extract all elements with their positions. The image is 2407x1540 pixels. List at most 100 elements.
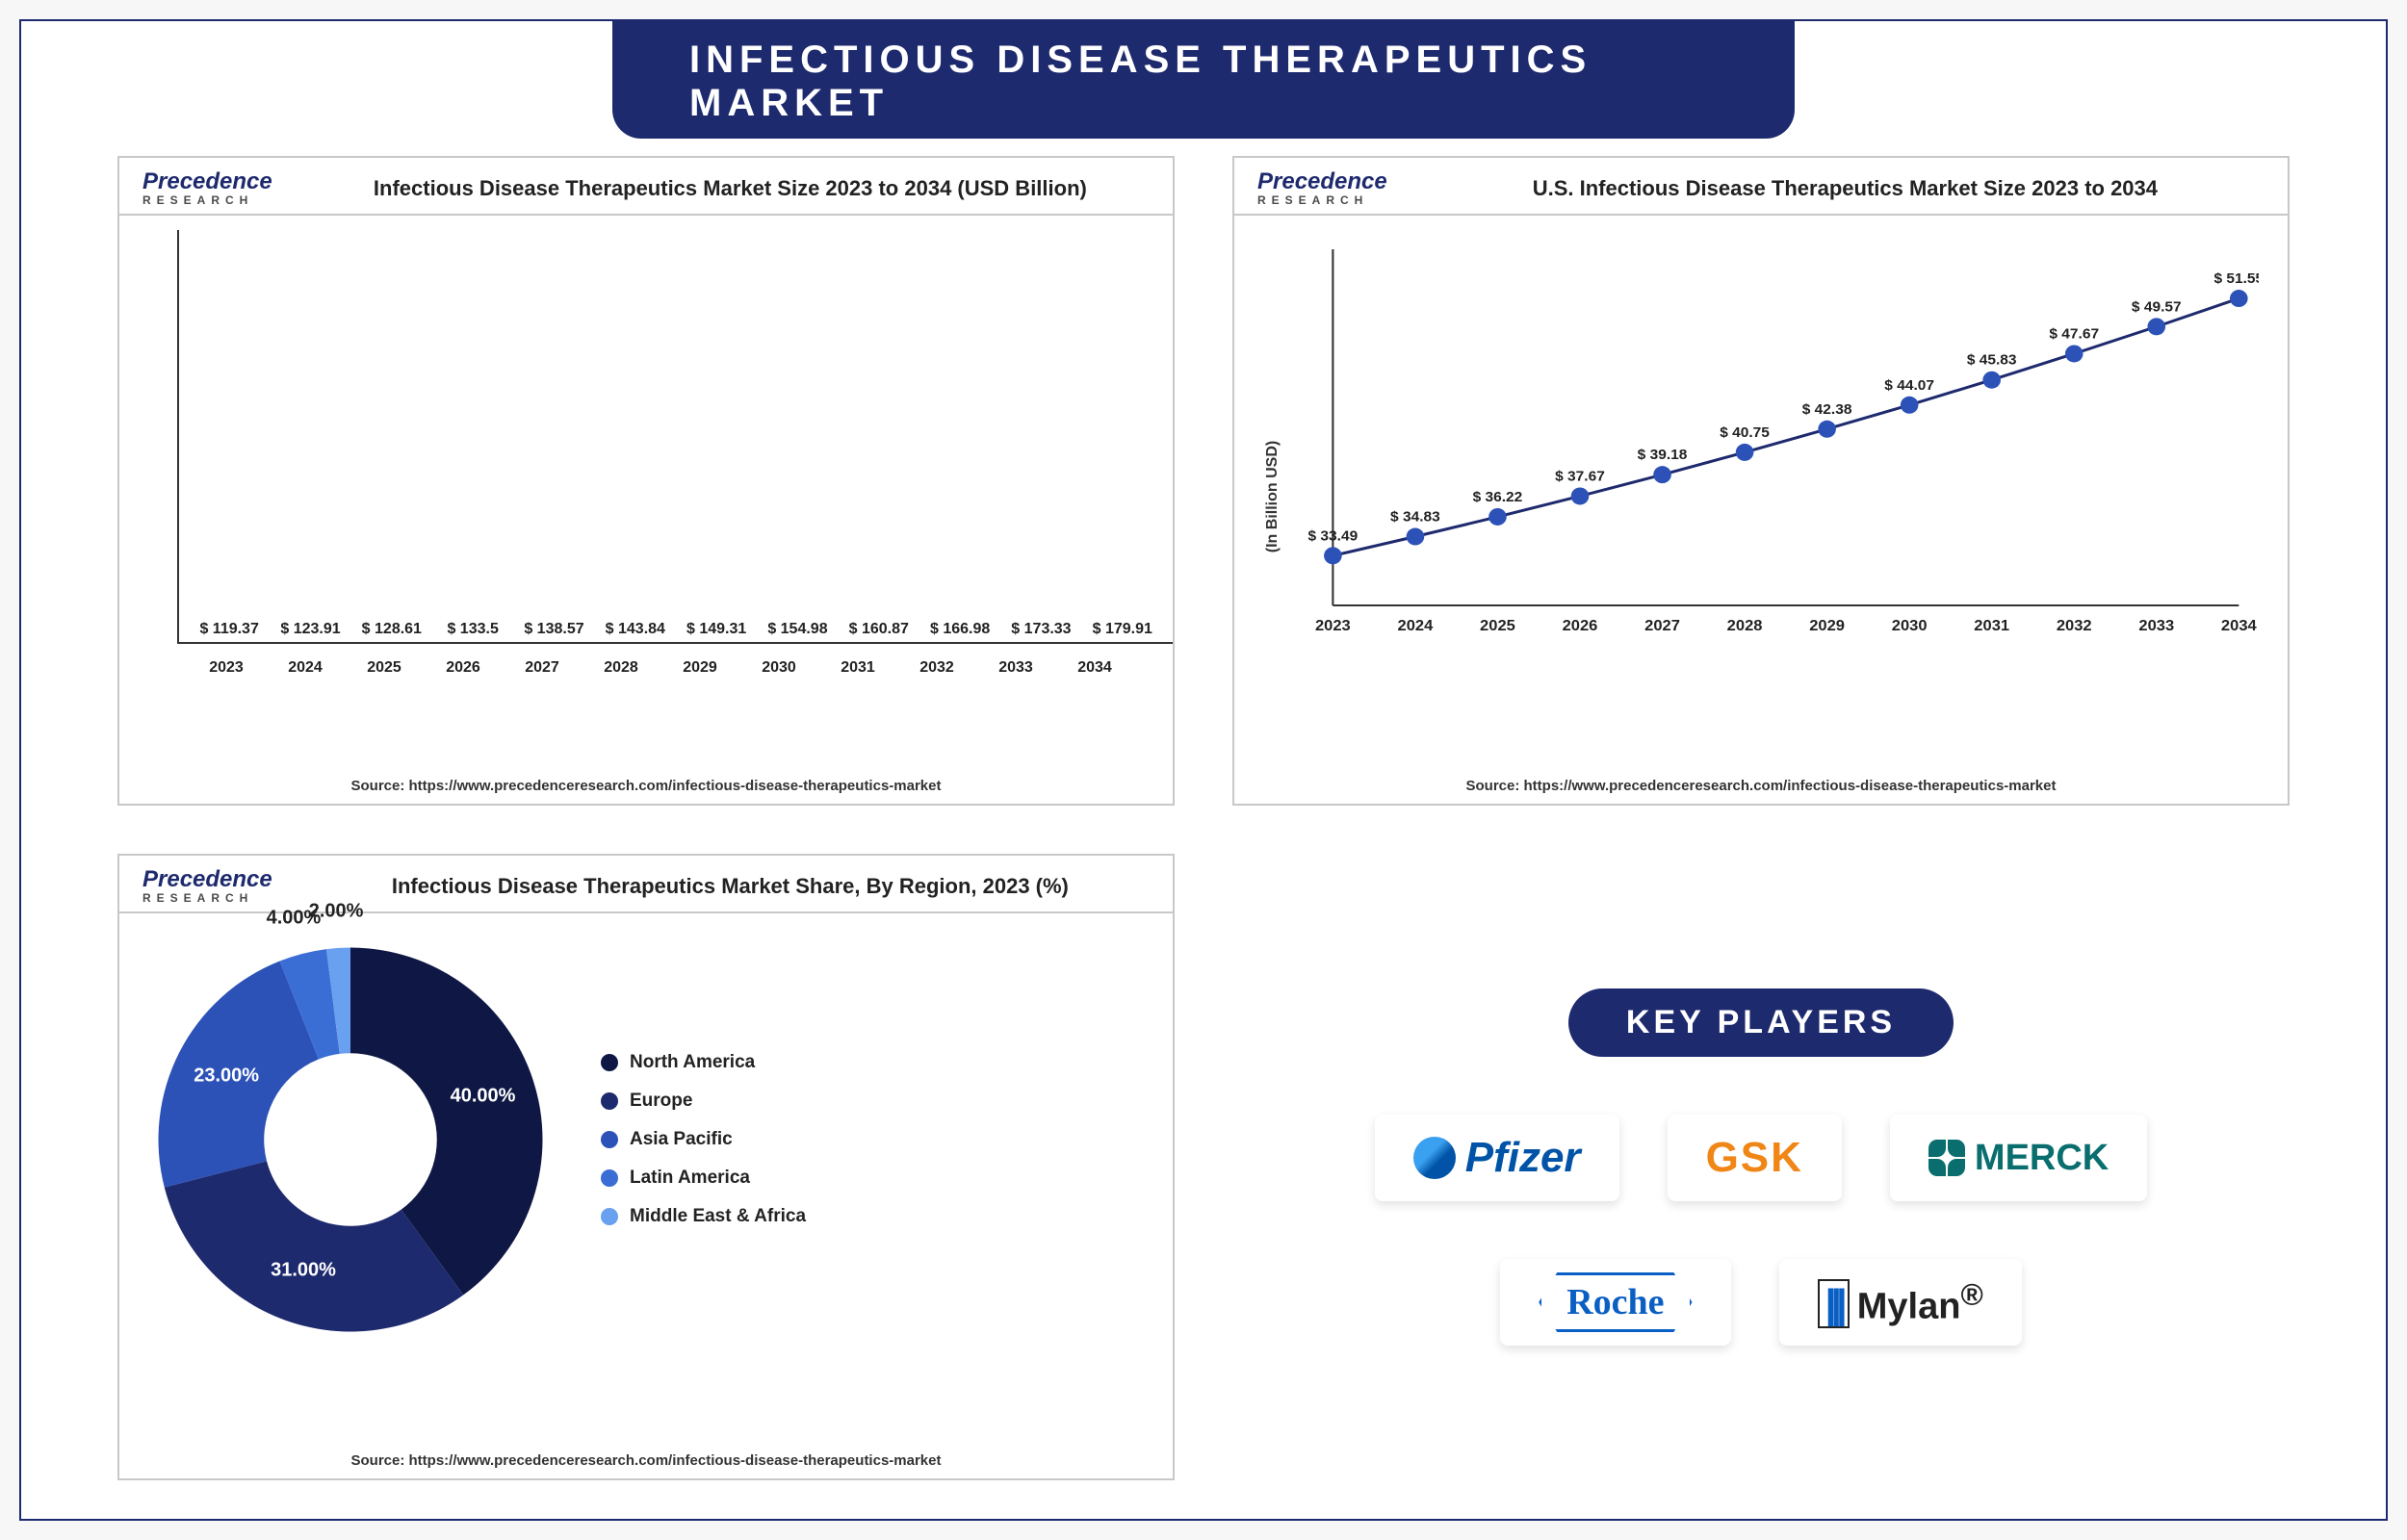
line-x-label: 2030 xyxy=(1892,617,1928,634)
legend-label: Asia Pacific xyxy=(630,1129,733,1150)
line-chart-title: U.S. Infectious Disease Therapeutics Mar… xyxy=(1426,176,2265,201)
brand-logo: Precedence RESEARCH xyxy=(142,867,272,906)
donut-chart-body: 40.00%31.00%23.00%4.00%2.00% North Ameri… xyxy=(119,913,1173,1452)
bar-plot-area: $ 119.37 $ 123.91 $ 128.61 $ 133.5 $ 138… xyxy=(177,230,1173,644)
company-logo-roche: Roche xyxy=(1500,1259,1730,1346)
line-value-label: $ 34.83 xyxy=(1390,508,1440,525)
bar-x-axis: 2023202420252026202720282029203020312032… xyxy=(177,654,1144,677)
bar-chart-body: $ 119.37 $ 123.91 $ 128.61 $ 133.5 $ 138… xyxy=(119,216,1173,778)
line-value-label: $ 33.49 xyxy=(1308,527,1359,544)
legend-swatch xyxy=(601,1054,618,1071)
legend-item: North America xyxy=(601,1052,806,1073)
line-value-label: $ 49.57 xyxy=(2132,298,2182,315)
legend-item: Latin America xyxy=(601,1168,806,1189)
legend-swatch xyxy=(601,1131,618,1148)
legend-swatch xyxy=(601,1169,618,1187)
donut-chart-header: Precedence RESEARCH Infectious Disease T… xyxy=(119,856,1173,913)
line-x-label: 2024 xyxy=(1398,617,1434,634)
legend-swatch xyxy=(601,1208,618,1225)
bar-x-label: 2031 xyxy=(818,659,897,677)
bar-value-label: $ 179.91 xyxy=(1093,621,1152,638)
merck-quad-icon xyxy=(1928,1140,1965,1176)
legend-item: Middle East & Africa xyxy=(601,1206,806,1227)
brand-logo: Precedence RESEARCH xyxy=(142,169,272,208)
line-chart-card: Precedence RESEARCH U.S. Infectious Dise… xyxy=(1232,156,2290,806)
company-name: MERCK xyxy=(1975,1138,2109,1179)
brand-name: Precedence xyxy=(142,866,272,892)
legend-label: Latin America xyxy=(630,1168,750,1189)
line-value-label: $ 45.83 xyxy=(1967,352,2017,369)
line-x-label: 2023 xyxy=(1315,617,1351,634)
bar-col: $ 143.84 xyxy=(595,621,676,642)
mylan-bars-icon: ||| xyxy=(1818,1279,1850,1328)
donut-chart-title: Infectious Disease Therapeutics Market S… xyxy=(311,874,1150,899)
line-x-label: 2031 xyxy=(1974,617,2009,634)
line-value-label: $ 37.67 xyxy=(1555,468,1605,484)
bar-x-label: 2034 xyxy=(1055,659,1134,677)
line-chart-header: Precedence RESEARCH U.S. Infectious Dise… xyxy=(1234,158,2288,216)
donut-chart-source: Source: https://www.precedenceresearch.c… xyxy=(119,1452,1173,1478)
bar-value-label: $ 119.37 xyxy=(199,621,258,638)
brand-logo: Precedence RESEARCH xyxy=(1257,169,1387,208)
company-name: Pfizer xyxy=(1465,1134,1581,1182)
bar-value-label: $ 149.31 xyxy=(686,621,746,638)
bar-x-label: 2025 xyxy=(345,659,424,677)
company-logo-merck: MERCK xyxy=(1890,1115,2147,1201)
key-players-badge: KEY PLAYERS xyxy=(1568,988,1954,1057)
bar-x-label: 2026 xyxy=(424,659,503,677)
bar-col: $ 154.98 xyxy=(757,621,838,642)
company-logo-mylan: |||Mylan® xyxy=(1779,1259,2022,1346)
company-logo-gsk: GSK xyxy=(1668,1115,1842,1201)
page-title: INFECTIOUS DISEASE THERAPEUTICS MARKET xyxy=(612,21,1795,139)
bar-x-label: 2028 xyxy=(582,659,660,677)
pfizer-swirl-icon xyxy=(1413,1137,1456,1179)
donut-segment xyxy=(165,1161,463,1331)
bar-x-label: 2030 xyxy=(739,659,818,677)
donut-segment-label: 40.00% xyxy=(451,1085,516,1107)
brand-name: Precedence xyxy=(142,168,272,194)
key-players-row-1: Pfizer GSK MERCK xyxy=(1375,1115,2148,1201)
bar-chart-card: Precedence RESEARCH Infectious Disease T… xyxy=(117,156,1175,806)
donut-ring: 40.00%31.00%23.00%4.00%2.00% xyxy=(148,937,553,1342)
bar-col: $ 123.91 xyxy=(270,621,350,642)
line-value-label: $ 36.22 xyxy=(1473,489,1523,505)
donut-legend: North America Europe Asia Pacific Latin … xyxy=(601,1052,806,1227)
line-chart-body: (In Billion USD) $ 33.492023$ 34.832024$… xyxy=(1234,216,2288,778)
company-logo-pfizer: Pfizer xyxy=(1375,1115,1619,1201)
line-value-label: $ 42.38 xyxy=(1802,401,1852,418)
bar-x-label: 2033 xyxy=(976,659,1055,677)
line-x-label: 2025 xyxy=(1480,617,1515,634)
bar-col: $ 149.31 xyxy=(676,621,757,642)
line-x-label: 2033 xyxy=(2138,617,2174,634)
brand-name: Precedence xyxy=(1257,168,1387,194)
line-chart-source: Source: https://www.precedenceresearch.c… xyxy=(1234,778,2288,804)
line-plot-area: $ 33.49 2023 $ 34.83 2024 $ 36.22 2025 $ 37.67… xyxy=(1263,230,2259,654)
line-value-label: $ 40.75 xyxy=(1720,424,1770,441)
bar-col: $ 138.57 xyxy=(513,621,594,642)
donut-layout: 40.00%31.00%23.00%4.00%2.00% North Ameri… xyxy=(148,928,1144,1351)
brand-subtitle: RESEARCH xyxy=(1257,194,1387,207)
line-x-label: 2032 xyxy=(2057,617,2092,634)
bar-x-label: 2027 xyxy=(503,659,582,677)
bar-col: $ 166.98 xyxy=(919,621,1000,642)
bar-col: $ 128.61 xyxy=(351,621,432,642)
donut-segment-label: 31.00% xyxy=(271,1259,336,1281)
line-value-label: $ 39.18 xyxy=(1638,447,1688,463)
legend-item: Europe xyxy=(601,1091,806,1112)
bar-col: $ 133.5 xyxy=(432,621,513,642)
infographic-frame: INFECTIOUS DISEASE THERAPEUTICS MARKET P… xyxy=(19,19,2388,1521)
bar-value-label: $ 128.61 xyxy=(362,621,422,638)
bar-value-label: $ 138.57 xyxy=(524,621,583,638)
brand-subtitle: RESEARCH xyxy=(142,892,272,905)
bar-x-label: 2024 xyxy=(266,659,345,677)
company-name: |||Mylan® xyxy=(1818,1277,1983,1328)
donut-segment-label: 23.00% xyxy=(194,1065,259,1087)
chart-grid: Precedence RESEARCH Infectious Disease T… xyxy=(21,21,2386,1519)
company-name: GSK xyxy=(1706,1134,1803,1182)
line-x-label: 2028 xyxy=(1727,617,1763,634)
brand-subtitle: RESEARCH xyxy=(142,194,272,207)
line-value-label: $ 51.55 xyxy=(2213,270,2259,287)
legend-item: Asia Pacific xyxy=(601,1129,806,1150)
legend-label: North America xyxy=(630,1052,755,1073)
company-name: Roche xyxy=(1539,1272,1692,1332)
